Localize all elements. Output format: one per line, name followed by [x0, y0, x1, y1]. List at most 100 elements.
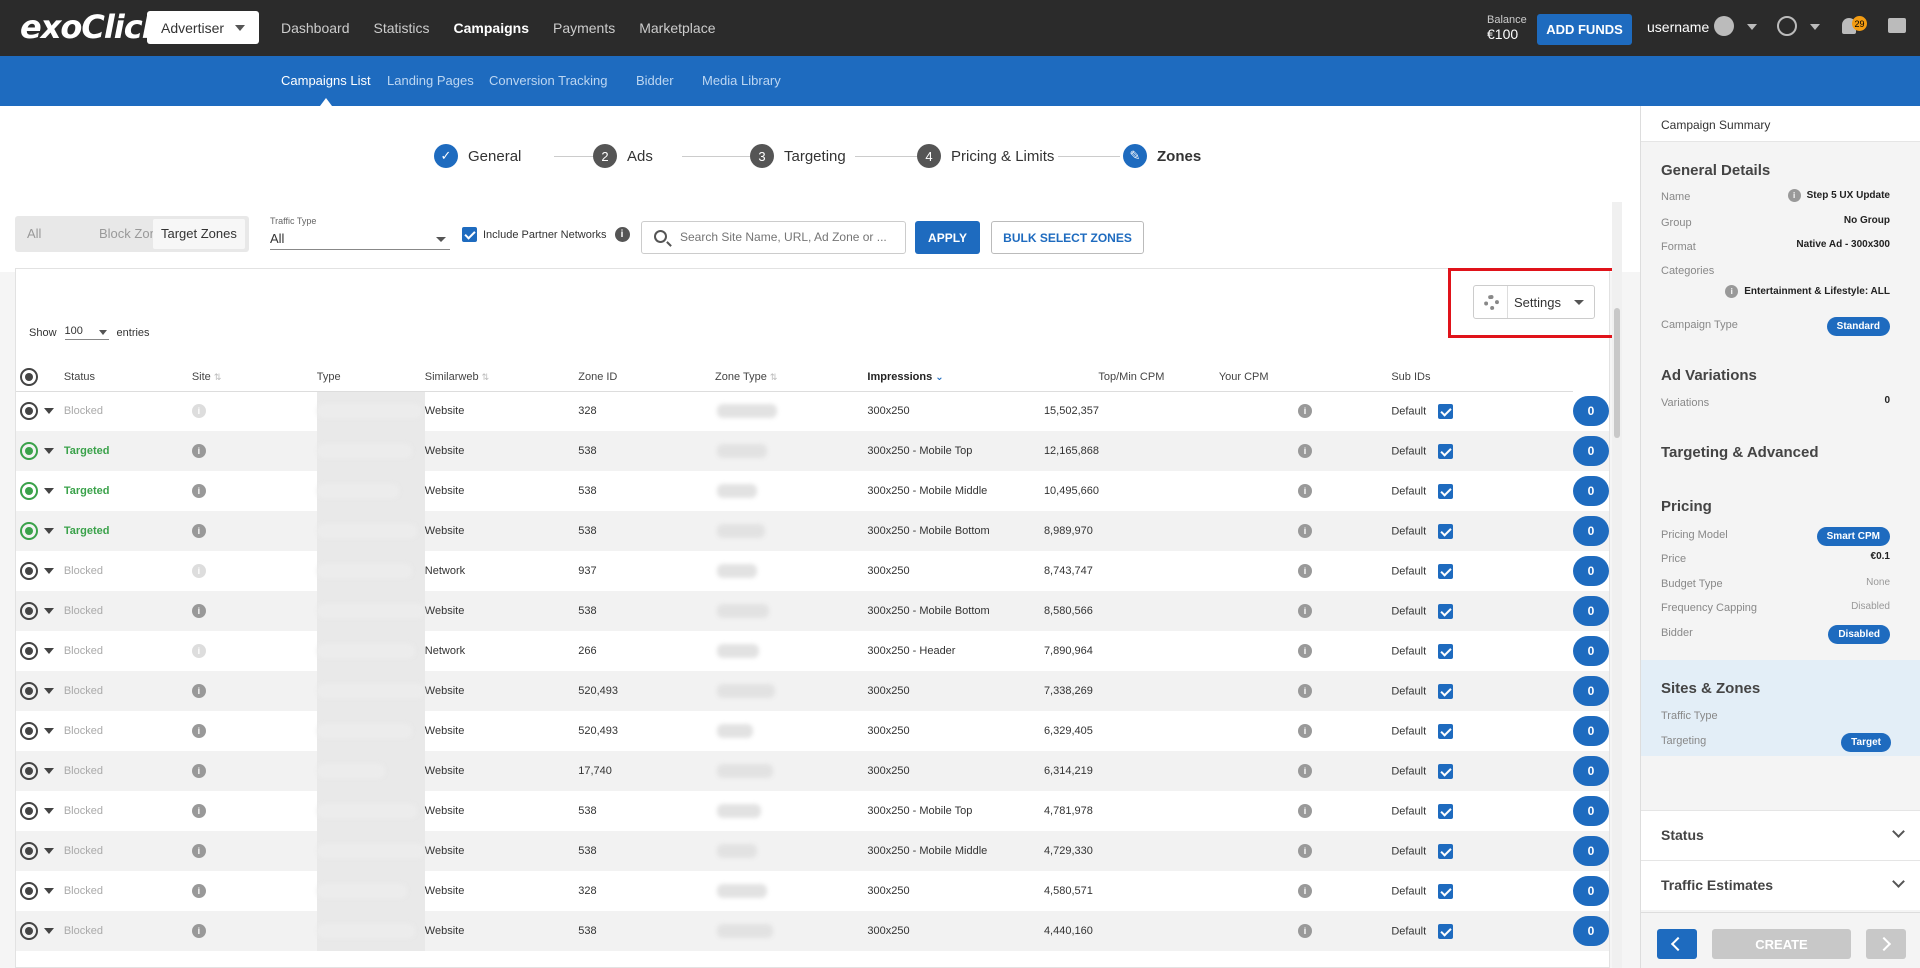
- target-icon[interactable]: [20, 762, 38, 780]
- target-icon[interactable]: [20, 602, 38, 620]
- target-icon[interactable]: [20, 842, 38, 860]
- info-icon[interactable]: i: [191, 644, 206, 658]
- chevron-down-icon[interactable]: [44, 688, 54, 694]
- default-cpm-checkbox[interactable]: [1438, 563, 1454, 579]
- nav-marketplace[interactable]: Marketplace: [639, 20, 716, 36]
- default-cpm-checkbox[interactable]: [1438, 883, 1454, 899]
- info-icon[interactable]: i: [191, 604, 206, 618]
- traffic-type-select[interactable]: All: [270, 228, 450, 250]
- chevron-down-icon[interactable]: [44, 608, 54, 614]
- info-icon[interactable]: i: [191, 884, 206, 898]
- info-icon[interactable]: i: [191, 924, 206, 938]
- sub-ids-button[interactable]: 0: [1573, 396, 1609, 426]
- info-icon[interactable]: i: [1298, 564, 1313, 578]
- bulk-select-zones-button[interactable]: BULK SELECT ZONES: [991, 221, 1144, 254]
- sub-ids-button[interactable]: 0: [1573, 836, 1609, 866]
- add-funds-button[interactable]: ADD FUNDS: [1537, 14, 1632, 45]
- sub-ids-button[interactable]: 0: [1573, 716, 1609, 746]
- step-general[interactable]: ✓ General: [434, 144, 521, 168]
- subnav-conversion-tracking[interactable]: Conversion Tracking: [489, 73, 608, 88]
- target-icon[interactable]: [20, 442, 38, 460]
- info-icon[interactable]: i: [1298, 604, 1313, 618]
- entries-select[interactable]: 100: [64, 325, 109, 340]
- target-icon[interactable]: [20, 922, 38, 940]
- chevron-down-icon[interactable]: [44, 528, 54, 534]
- chevron-down-icon[interactable]: [44, 808, 54, 814]
- target-icon[interactable]: [20, 722, 38, 740]
- subnav-bidder[interactable]: Bidder: [636, 73, 674, 88]
- subnav-campaigns-list[interactable]: Campaigns List: [281, 73, 371, 88]
- sub-ids-button[interactable]: 0: [1573, 436, 1609, 466]
- select-all-header[interactable]: [16, 363, 64, 392]
- chat-icon[interactable]: [1888, 18, 1906, 33]
- info-icon[interactable]: i: [191, 724, 206, 738]
- back-button[interactable]: [1657, 929, 1697, 959]
- header-site[interactable]: Site ⇅: [191, 363, 317, 392]
- info-icon[interactable]: i: [191, 444, 206, 458]
- info-icon[interactable]: i: [191, 844, 206, 858]
- target-icon[interactable]: [20, 682, 38, 700]
- default-cpm-checkbox[interactable]: [1438, 483, 1454, 499]
- sub-ids-button[interactable]: 0: [1573, 876, 1609, 906]
- scrollbar-thumb[interactable]: [1614, 308, 1620, 438]
- info-icon[interactable]: i: [1298, 804, 1313, 818]
- target-icon[interactable]: [20, 642, 38, 660]
- globe-icon[interactable]: [1777, 16, 1797, 36]
- subnav-media-library[interactable]: Media Library: [702, 73, 781, 88]
- target-icon[interactable]: [20, 367, 38, 386]
- info-icon[interactable]: i: [1298, 924, 1313, 938]
- sub-ids-button[interactable]: 0: [1573, 516, 1609, 546]
- settings-dropdown[interactable]: Settings: [1473, 285, 1595, 319]
- traffic-estimates-collapsible[interactable]: Traffic Estimates: [1641, 860, 1920, 910]
- info-icon[interactable]: i: [1298, 764, 1313, 778]
- sub-ids-button[interactable]: 0: [1573, 756, 1609, 786]
- nav-payments[interactable]: Payments: [552, 20, 616, 36]
- sub-ids-button[interactable]: 0: [1573, 556, 1609, 586]
- nav-campaigns[interactable]: Campaigns: [453, 20, 529, 36]
- segment-all[interactable]: All: [27, 226, 42, 241]
- info-icon[interactable]: i: [191, 404, 206, 419]
- sub-ids-button[interactable]: 0: [1573, 916, 1609, 946]
- info-icon[interactable]: i: [191, 684, 206, 698]
- chevron-down-icon[interactable]: [44, 648, 54, 654]
- info-icon[interactable]: i: [614, 227, 630, 242]
- info-icon[interactable]: i: [1298, 524, 1313, 538]
- chevron-down-icon[interactable]: [44, 488, 54, 494]
- info-icon[interactable]: i: [1298, 884, 1313, 898]
- target-icon[interactable]: [20, 802, 38, 820]
- default-cpm-checkbox[interactable]: [1438, 643, 1454, 659]
- chevron-down-icon[interactable]: [44, 848, 54, 854]
- default-cpm-checkbox[interactable]: [1438, 683, 1454, 699]
- chevron-down-icon[interactable]: [44, 408, 54, 415]
- segment-target-zones[interactable]: Target Zones: [153, 219, 245, 249]
- chevron-down-icon[interactable]: [44, 448, 54, 454]
- default-cpm-checkbox[interactable]: [1438, 523, 1454, 539]
- step-ads[interactable]: 2 Ads: [593, 144, 653, 168]
- info-icon[interactable]: i: [1725, 285, 1739, 298]
- info-icon[interactable]: i: [191, 764, 206, 778]
- default-cpm-checkbox[interactable]: [1438, 603, 1454, 619]
- default-cpm-checkbox[interactable]: [1438, 803, 1454, 819]
- target-icon[interactable]: [20, 482, 38, 500]
- chevron-down-icon[interactable]: [44, 568, 54, 574]
- role-select[interactable]: Advertiser: [147, 11, 259, 44]
- nav-statistics[interactable]: Statistics: [373, 20, 430, 36]
- user-menu-chevron-icon[interactable]: [1747, 24, 1757, 30]
- info-icon[interactable]: i: [1298, 684, 1313, 698]
- step-zones[interactable]: ✎ Zones: [1123, 144, 1201, 168]
- default-cpm-checkbox[interactable]: [1438, 403, 1454, 419]
- segment-block-zones[interactable]: Block Zones: [99, 226, 171, 241]
- info-icon[interactable]: i: [191, 484, 206, 498]
- header-impressions[interactable]: Impressions ⌄: [867, 363, 1044, 392]
- header-zone-type[interactable]: Zone Type ⇅: [715, 363, 868, 392]
- chevron-down-icon[interactable]: [44, 728, 54, 734]
- exoclick-logo[interactable]: exoClick: [20, 8, 163, 46]
- target-icon[interactable]: [20, 522, 38, 540]
- default-cpm-checkbox[interactable]: [1438, 763, 1454, 779]
- chevron-down-icon[interactable]: [44, 928, 54, 934]
- default-cpm-checkbox[interactable]: [1438, 843, 1454, 859]
- status-collapsible[interactable]: Status: [1641, 810, 1920, 860]
- info-icon[interactable]: i: [1298, 444, 1313, 458]
- header-similarweb[interactable]: Similarweb ⇅: [424, 363, 579, 392]
- sub-ids-button[interactable]: 0: [1573, 636, 1609, 666]
